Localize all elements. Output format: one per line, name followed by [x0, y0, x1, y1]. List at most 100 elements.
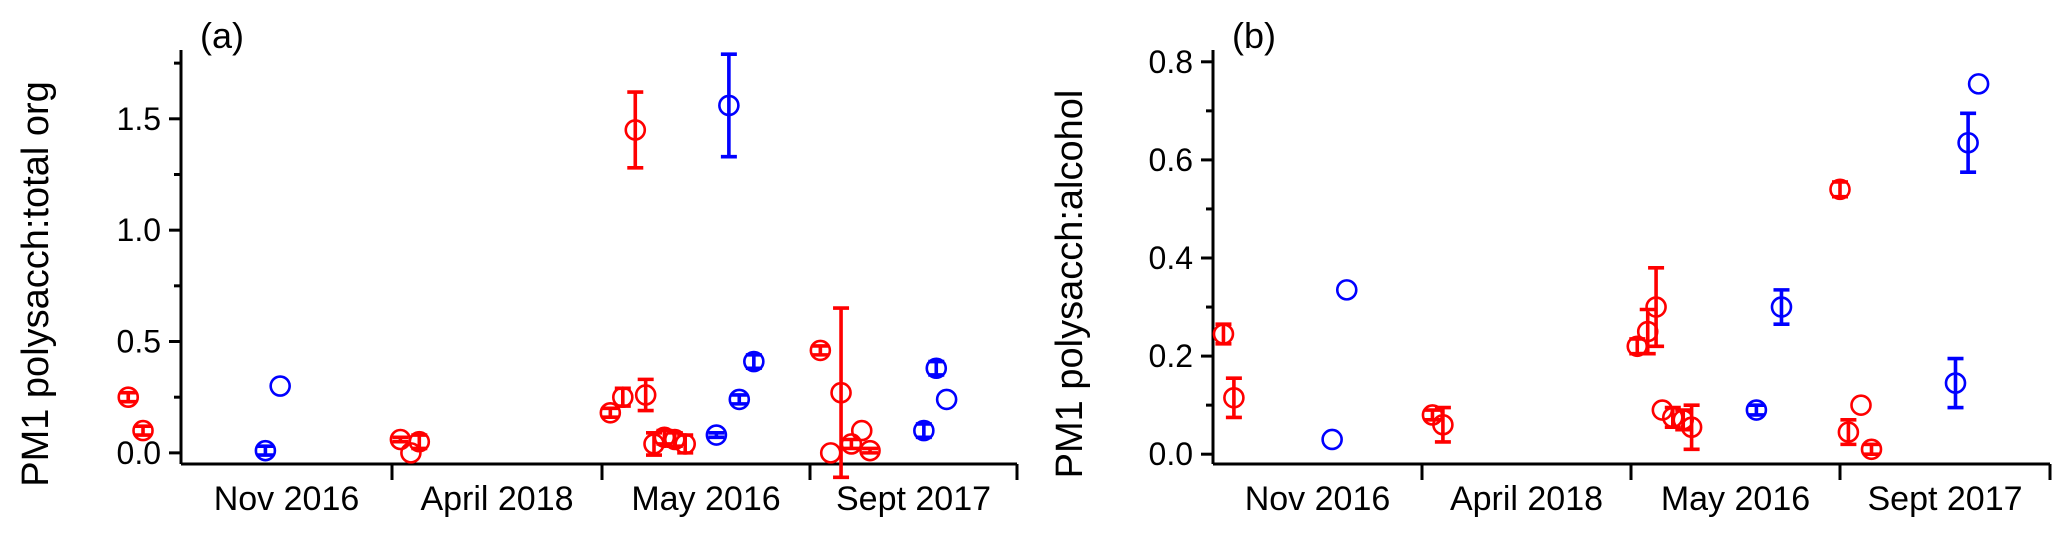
data-point	[254, 439, 277, 462]
marker-circle	[1680, 416, 1703, 439]
chart-panel-2: 0.0 0.2 0.4 0.6 0.8 Nov 2016 April 2018 May 201…	[1049, 15, 2052, 518]
data-point	[599, 401, 622, 424]
data-point	[830, 306, 852, 480]
marker-circle	[1770, 296, 1793, 318]
data-point	[1957, 111, 1979, 174]
data-point	[850, 419, 873, 442]
x-category-label: May 2016	[631, 480, 780, 518]
marker-circle	[674, 433, 697, 455]
marker-circle	[624, 119, 647, 141]
data-point	[408, 430, 431, 453]
marker-circle	[634, 384, 657, 406]
marker-circle	[840, 433, 863, 455]
marker-circle	[819, 442, 842, 464]
data-point	[925, 357, 948, 380]
data-point	[1321, 428, 1343, 451]
data-point	[674, 433, 697, 455]
marker-circle	[269, 375, 291, 397]
data-point	[743, 350, 765, 373]
y-tick-label: 0.2	[1149, 338, 1193, 374]
y-axis-label: PM1 polysacch:total org	[15, 81, 57, 487]
data-point	[269, 375, 291, 397]
x-category-label: April 2018	[1450, 480, 1603, 518]
marker-circle	[925, 357, 948, 380]
x-category-label: Nov 2016	[214, 480, 360, 518]
data-point	[1967, 73, 1990, 95]
data-point	[1212, 322, 1235, 346]
marker-circle	[1432, 413, 1454, 436]
x-category-label: May 2016	[1661, 480, 1810, 518]
data-point	[1335, 279, 1358, 301]
data-point	[728, 388, 751, 411]
data-point	[809, 339, 832, 362]
data-point	[705, 424, 728, 446]
marker-circle	[935, 388, 958, 411]
data-point	[1645, 266, 1667, 349]
marker-circle	[1957, 131, 1979, 154]
data-point	[1770, 288, 1793, 327]
marker-circle	[254, 439, 277, 462]
data-point	[634, 377, 657, 413]
marker-circle	[611, 386, 634, 408]
data-point	[1829, 178, 1851, 201]
marker-circle	[1212, 323, 1235, 345]
marker-circle	[1645, 296, 1667, 318]
x-category-label: Sept 2017	[836, 480, 991, 518]
marker-circle	[809, 339, 832, 362]
marker-circle	[718, 94, 740, 117]
x-category-label: Nov 2016	[1245, 480, 1391, 518]
panel-label: (a)	[200, 15, 244, 56]
marker-circle	[1850, 394, 1872, 416]
marker-circle	[1321, 428, 1343, 451]
marker-circle	[1860, 438, 1883, 461]
marker-circle	[1837, 421, 1860, 443]
marker-circle	[1829, 178, 1851, 201]
y-tick-label: 0.4	[1149, 240, 1193, 276]
y-tick-label: 1.0	[117, 212, 161, 248]
data-point	[117, 386, 140, 408]
y-tick-label: 0.5	[117, 324, 161, 360]
marker-circle	[705, 424, 728, 446]
marker-circle	[1967, 73, 1990, 95]
marker-circle	[1335, 279, 1358, 301]
y-axis-label: PM1 polysacch:alcohol	[1049, 90, 1091, 479]
data-point	[913, 419, 935, 442]
data-point	[1432, 405, 1454, 444]
marker-circle	[132, 419, 154, 442]
marker-circle	[408, 430, 431, 453]
chart-panel-1: 0.0 0.5 1.0 1.5 Nov 2016 April 2018 May 2016 Se…	[15, 15, 1019, 518]
data-point	[1680, 403, 1703, 452]
x-category-label: April 2018	[420, 480, 573, 518]
marker-circle	[913, 419, 935, 442]
data-point	[840, 433, 863, 455]
marker-circle	[728, 388, 751, 411]
data-point	[611, 386, 634, 408]
data-point	[624, 90, 647, 170]
data-point	[1944, 356, 1967, 410]
marker-circle	[830, 381, 852, 404]
marker-circle	[117, 386, 140, 408]
data-point	[1745, 399, 1768, 421]
marker-circle	[850, 419, 873, 442]
y-tick-label: 0.0	[1149, 436, 1193, 472]
data-point	[1860, 438, 1883, 461]
data-point	[1850, 394, 1872, 416]
marker-circle	[1745, 399, 1768, 421]
y-tick-label: 1.5	[117, 101, 161, 137]
marker-circle	[743, 350, 765, 373]
data-point	[1837, 418, 1860, 447]
data-point	[819, 442, 842, 464]
y-tick-label: 0.6	[1149, 142, 1193, 178]
data-point	[935, 388, 958, 411]
x-category-label: Sept 2017	[1867, 480, 2022, 518]
marker-circle	[1944, 372, 1967, 394]
marker-circle	[859, 439, 881, 462]
data-point	[1223, 376, 1245, 420]
marker-circle	[1223, 386, 1245, 409]
panel-label: (b)	[1232, 15, 1276, 56]
y-tick-label: 0.8	[1149, 44, 1193, 80]
data-point	[132, 419, 154, 442]
data-point	[859, 439, 881, 462]
y-tick-label: 0.0	[117, 435, 161, 471]
